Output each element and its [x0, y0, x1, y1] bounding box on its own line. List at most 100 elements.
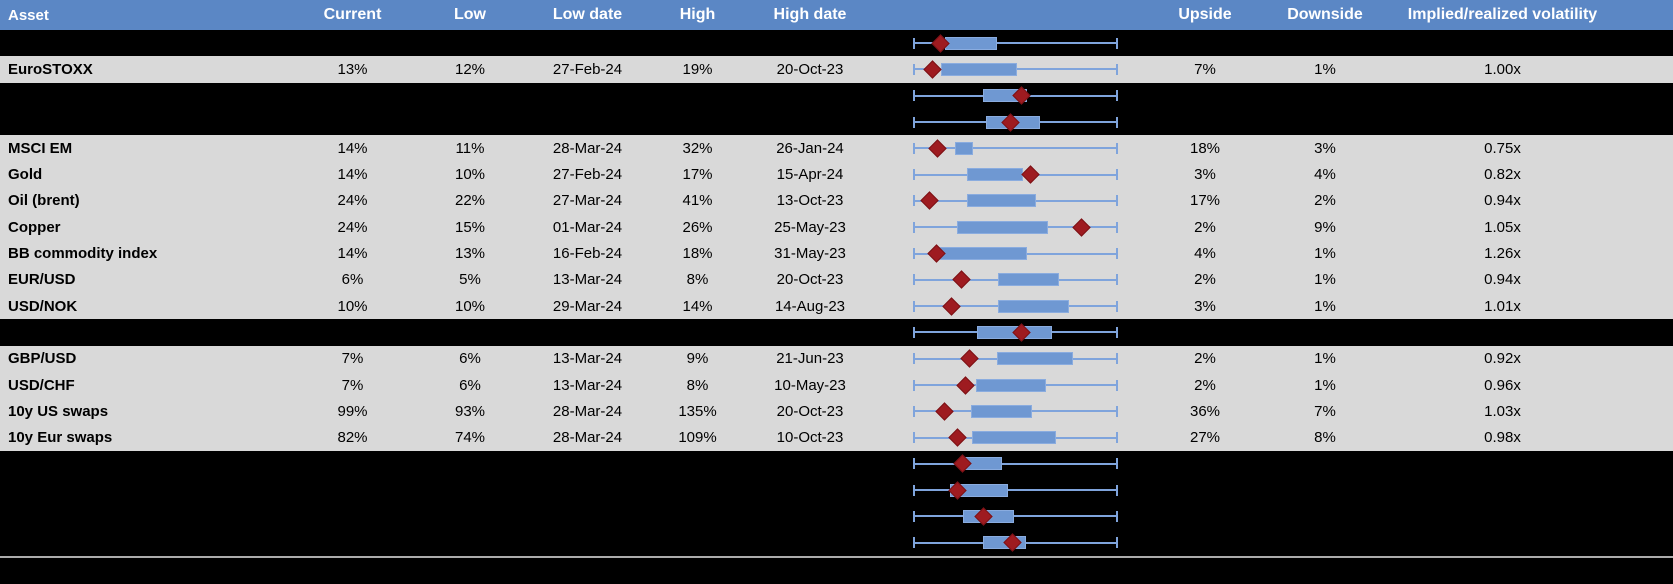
cell-high-date[interactable]: 10-Oct-23 — [776, 429, 844, 447]
cell-high[interactable]: 9% — [686, 350, 709, 368]
cell-high[interactable]: 135% — [678, 402, 717, 420]
cell-low-date[interactable]: 16-Feb-24 — [552, 245, 623, 263]
cell-high[interactable]: 18% — [682, 245, 713, 263]
cell-downside[interactable]: 1% — [1314, 350, 1336, 368]
cell-current[interactable]: 6% — [341, 271, 364, 289]
cell-implied[interactable]: 1.05x — [1484, 218, 1521, 236]
cell-implied[interactable]: 0.94x — [1484, 271, 1521, 289]
cell-current[interactable]: 14% — [337, 139, 368, 157]
cell-low[interactable]: 11% — [455, 139, 485, 157]
cell-high[interactable]: 41% — [682, 192, 713, 210]
cell-low[interactable]: 6% — [459, 350, 481, 368]
cell-low-date[interactable]: 29-Mar-24 — [552, 297, 623, 315]
cell-implied[interactable]: 0.82x — [1484, 166, 1521, 184]
cell-asset[interactable]: 10y US swaps — [8, 402, 109, 420]
cell-high-date[interactable]: 13-Oct-23 — [776, 192, 844, 210]
cell-downside[interactable]: 1% — [1314, 271, 1336, 289]
cell-downside[interactable]: 4% — [1314, 166, 1336, 184]
header-high[interactable]: High — [679, 6, 716, 23]
cell-low[interactable]: 5% — [459, 271, 481, 289]
cell-current[interactable]: 82% — [337, 429, 368, 447]
cell-implied[interactable]: 1.26x — [1484, 245, 1521, 263]
cell-low-date[interactable]: 28-Mar-24 — [552, 139, 623, 157]
cell-implied[interactable]: 1.03x — [1484, 402, 1521, 420]
cell-high-date[interactable]: 31-May-23 — [774, 245, 846, 263]
cell-implied[interactable]: 0.94x — [1484, 192, 1521, 210]
cell-upside[interactable]: 17% — [1189, 192, 1221, 210]
cell-current[interactable]: 10% — [337, 297, 368, 315]
cell-implied[interactable]: 1.01x — [1484, 297, 1521, 315]
cell-high-date[interactable]: 25-May-23 — [774, 218, 846, 236]
cell-implied[interactable]: 0.96x — [1484, 376, 1521, 394]
cell-upside[interactable]: 2% — [1194, 376, 1216, 394]
cell-current[interactable]: 14% — [337, 245, 368, 263]
cell-high-date[interactable]: 10-May-23 — [774, 376, 846, 394]
cell-high[interactable]: 26% — [682, 218, 713, 236]
header-asset[interactable]: Asset — [8, 6, 49, 24]
header-high-date[interactable]: High date — [773, 6, 847, 23]
cell-low[interactable]: 6% — [459, 376, 481, 394]
cell-low-date[interactable]: 28-Mar-24 — [552, 429, 623, 447]
cell-upside[interactable]: 3% — [1194, 166, 1216, 184]
cell-downside[interactable]: 1% — [1314, 376, 1336, 394]
cell-asset[interactable]: USD/NOK — [8, 297, 78, 315]
header-low[interactable]: Low — [454, 6, 486, 23]
cell-upside[interactable]: 27% — [1189, 429, 1221, 447]
header-implied-realized-volatility[interactable]: Implied/realized volatility — [1407, 6, 1598, 23]
cell-implied[interactable]: 1.00x — [1484, 60, 1521, 78]
cell-asset[interactable]: Copper — [8, 218, 61, 236]
cell-low[interactable]: 13% — [454, 245, 486, 263]
cell-downside[interactable]: 1% — [1314, 60, 1336, 78]
cell-low[interactable]: 93% — [454, 402, 486, 420]
cell-high-date[interactable]: 26-Jan-24 — [776, 139, 844, 157]
header-low-date[interactable]: Low date — [552, 6, 623, 23]
cell-asset[interactable]: GBP/USD — [8, 350, 77, 368]
cell-current[interactable]: 7% — [341, 350, 364, 368]
cell-high[interactable]: 19% — [682, 60, 713, 78]
cell-asset[interactable]: 10y Eur swaps — [8, 429, 113, 447]
cell-high-date[interactable]: 21-Jun-23 — [776, 350, 844, 368]
header-upside[interactable]: Upside — [1178, 6, 1232, 23]
cell-downside[interactable]: 2% — [1314, 192, 1336, 210]
cell-upside[interactable]: 36% — [1189, 402, 1221, 420]
cell-upside[interactable]: 4% — [1194, 245, 1216, 263]
cell-asset[interactable]: EuroSTOXX — [8, 60, 93, 78]
cell-low[interactable]: 15% — [454, 218, 486, 236]
cell-low-date[interactable]: 01-Mar-24 — [552, 218, 623, 236]
cell-low-date[interactable]: 28-Mar-24 — [552, 402, 623, 420]
cell-high[interactable]: 109% — [678, 429, 717, 447]
cell-downside[interactable]: 1% — [1314, 297, 1336, 315]
header-current[interactable]: Current — [323, 6, 382, 23]
cell-asset[interactable]: MSCI EM — [8, 139, 73, 157]
cell-current[interactable]: 99% — [337, 402, 368, 420]
cell-implied[interactable]: 0.75x — [1484, 139, 1521, 157]
cell-low-date[interactable]: 13-Mar-24 — [552, 271, 623, 289]
cell-asset[interactable]: Oil (brent) — [8, 192, 80, 210]
cell-asset[interactable]: EUR/USD — [8, 271, 76, 289]
cell-high-date[interactable]: 20-Oct-23 — [776, 271, 844, 289]
cell-asset[interactable]: BB commodity index — [8, 245, 158, 263]
cell-current[interactable]: 7% — [341, 376, 364, 394]
cell-high[interactable]: 8% — [686, 271, 709, 289]
cell-asset[interactable]: USD/CHF — [8, 376, 75, 394]
cell-high[interactable]: 17% — [682, 166, 713, 184]
cell-high[interactable]: 14% — [682, 297, 713, 315]
cell-implied[interactable]: 0.98x — [1484, 429, 1521, 447]
cell-low[interactable]: 10% — [454, 297, 486, 315]
cell-upside[interactable]: 3% — [1194, 297, 1216, 315]
cell-low[interactable]: 10% — [454, 166, 486, 184]
cell-low-date[interactable]: 27-Feb-24 — [552, 166, 623, 184]
cell-low[interactable]: 12% — [454, 60, 486, 78]
cell-current[interactable]: 14% — [337, 166, 368, 184]
cell-low[interactable]: 74% — [454, 429, 486, 447]
cell-low-date[interactable]: 27-Feb-24 — [552, 60, 623, 78]
cell-upside[interactable]: 2% — [1194, 218, 1216, 236]
cell-high-date[interactable]: 15-Apr-24 — [776, 166, 844, 184]
cell-high-date[interactable]: 14-Aug-23 — [774, 297, 846, 315]
cell-high-date[interactable]: 20-Oct-23 — [776, 402, 844, 420]
cell-downside[interactable]: 9% — [1314, 218, 1336, 236]
cell-asset[interactable]: Gold — [8, 166, 43, 184]
cell-implied[interactable]: 0.92x — [1484, 350, 1521, 368]
cell-low-date[interactable]: 13-Mar-24 — [552, 350, 623, 368]
header-downside[interactable]: Downside — [1287, 6, 1363, 23]
